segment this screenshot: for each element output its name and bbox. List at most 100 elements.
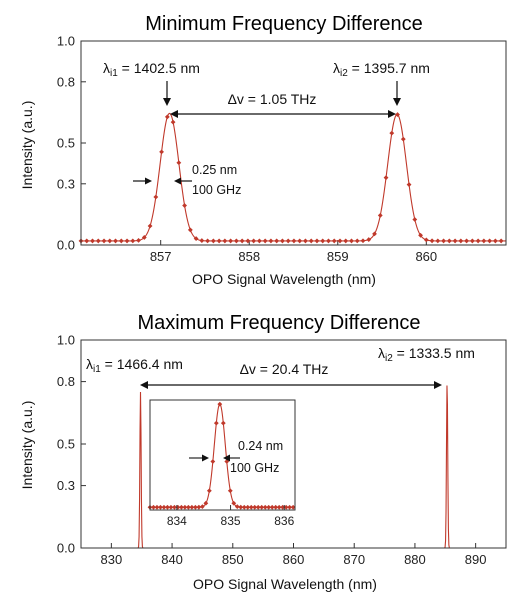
top-y-tick-label: 0.0 <box>57 238 75 253</box>
inset-point <box>234 504 240 510</box>
inset-point <box>189 504 195 510</box>
top-point <box>314 238 320 244</box>
inset-point <box>231 500 237 506</box>
inset-point <box>283 504 289 510</box>
top-point <box>320 238 326 244</box>
bottom-y-axis-label: Intensity (a.u.) <box>19 401 35 490</box>
bottom-x-tick-label: 830 <box>101 552 123 567</box>
top-point <box>441 238 446 244</box>
top-point <box>274 238 280 244</box>
bottom-y-tick-label: 1.0 <box>57 333 75 348</box>
bottom-y-tick-label: 0.8 <box>57 374 75 389</box>
bottom-x-tick-label: 890 <box>465 552 487 567</box>
top-point <box>199 238 205 243</box>
inset-point <box>168 504 174 510</box>
inset-point <box>273 504 279 510</box>
bottom-x-tick-label: 870 <box>343 552 365 567</box>
top-point <box>383 175 389 181</box>
top-point <box>164 114 170 120</box>
bottom-x-tick-label: 840 <box>161 552 183 567</box>
inset-point <box>151 504 156 510</box>
top-point <box>90 238 95 244</box>
inset-chart: 834 835 836 0.24 nm 100 GHz <box>147 399 296 528</box>
top-point <box>95 238 101 244</box>
top-point <box>187 227 193 233</box>
inset-point <box>185 504 191 510</box>
top-point <box>331 238 337 244</box>
top-point <box>107 238 113 244</box>
top-point <box>245 238 251 244</box>
inset-x-tick-label: 834 <box>167 514 187 528</box>
top-point <box>141 235 147 240</box>
top-chart-title: Minimum Frequency Difference <box>145 13 423 35</box>
top-point <box>389 130 395 136</box>
top-point <box>153 194 159 200</box>
top-point <box>101 238 107 244</box>
bottom-plot-frame <box>80 339 507 549</box>
inset-frame <box>149 399 296 511</box>
top-point <box>124 238 130 244</box>
top-point <box>360 238 366 244</box>
inset-point <box>182 504 188 510</box>
top-panel: Minimum Frequency Difference Intensity (… <box>19 13 507 287</box>
top-series <box>78 112 506 244</box>
inset-point <box>248 504 254 510</box>
top-point <box>262 238 268 244</box>
top-point <box>257 238 262 244</box>
inset-point <box>259 504 265 510</box>
top-point <box>268 238 274 244</box>
top-point <box>475 238 481 244</box>
top-point <box>147 223 153 229</box>
inset-ticks: 834 835 836 <box>167 505 295 528</box>
top-point <box>239 238 245 244</box>
top-point <box>372 231 377 237</box>
top-point <box>349 238 354 244</box>
inset-point <box>172 504 177 510</box>
top-width-nm-label: 0.25 nm <box>192 163 237 177</box>
top-point <box>170 119 176 125</box>
top-point <box>136 237 141 243</box>
top-y-axis-label: Intensity (a.u.) <box>19 101 35 190</box>
top-x-axis-label: OPO Signal Wavelength (nm) <box>192 271 376 287</box>
top-line <box>81 112 506 242</box>
inset-point <box>290 504 296 510</box>
inset-point <box>210 459 216 464</box>
inset-point <box>165 504 170 510</box>
bottom-panel: Maximum Frequency Difference Intensity (… <box>19 312 507 592</box>
inset-point <box>192 504 198 510</box>
bottom-lambda-i2-label: λi2 = 1333.5 nm <box>378 345 475 364</box>
top-point <box>366 237 372 242</box>
top-point <box>176 160 182 166</box>
top-point <box>222 238 228 244</box>
bottom-y-tick-label: 0.3 <box>57 478 75 493</box>
top-lambda-i1-label: λi1 = 1402.5 nm <box>103 60 200 79</box>
top-width-ghz-label: 100 GHz <box>192 183 241 197</box>
bottom-ticks: 830 840 850 860 870 880 890 0.0 0.3 0.5 0.8 1.0 <box>57 333 487 568</box>
inset-point <box>252 504 258 510</box>
inset-point <box>220 420 226 426</box>
top-point <box>423 237 429 243</box>
inset-point <box>158 504 163 510</box>
inset-point <box>238 504 244 510</box>
inset-arrows <box>189 454 240 462</box>
top-point <box>205 238 211 244</box>
top-point <box>159 149 164 155</box>
top-point <box>233 238 239 244</box>
top-point <box>354 238 360 244</box>
top-point <box>395 112 400 117</box>
bottom-delta-v-label: Δv = 20.4 THz <box>240 361 329 377</box>
top-point <box>308 238 314 244</box>
inset-width-nm-label: 0.24 nm <box>238 439 283 453</box>
inset-width-ghz-label: 100 GHz <box>230 461 279 475</box>
inset-x-tick-label: 835 <box>221 514 241 528</box>
top-x-tick-label: 858 <box>238 249 260 264</box>
top-point <box>84 238 90 244</box>
bottom-x-tick-label: 860 <box>283 552 305 567</box>
top-point <box>291 238 297 244</box>
inset-point <box>255 504 261 510</box>
bottom-x-tick-label: 850 <box>222 552 244 567</box>
inset-point <box>269 504 275 510</box>
top-ticks: 857 858 859 860 0.0 0.3 0.5 0.8 1.0 <box>57 34 437 265</box>
inset-point <box>196 504 202 510</box>
